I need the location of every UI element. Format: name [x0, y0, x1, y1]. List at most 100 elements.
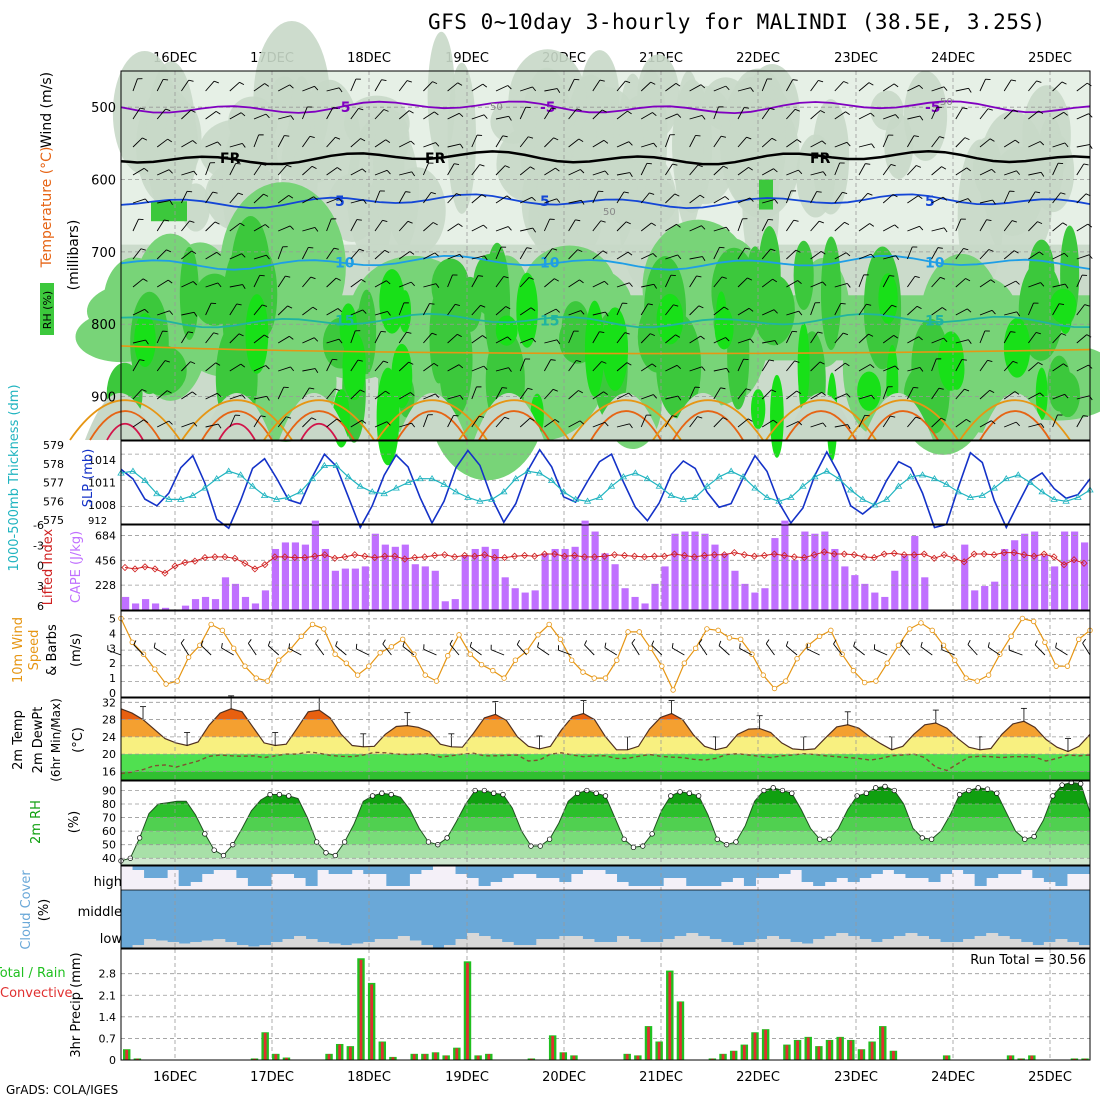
cloud-high-bar [870, 866, 883, 874]
wind-barb [447, 112, 460, 120]
panel-slp-thickness [120, 440, 1091, 525]
wind-barb [761, 359, 770, 372]
wind-barb [1035, 191, 1041, 194]
wind-barb [653, 284, 658, 289]
panel-10m-wind [120, 610, 1091, 698]
wind-barb [907, 84, 920, 92]
rh-marker [975, 785, 981, 791]
cape-bar [201, 596, 210, 610]
cape-bar [131, 603, 140, 610]
cloud-high-bar [201, 866, 214, 874]
wind-barb [931, 227, 945, 232]
cloud-high-bar [501, 866, 514, 878]
wind-barb [214, 221, 220, 225]
cape-bar [331, 570, 339, 610]
wind-barb [302, 136, 311, 148]
lifted-index-marker [540, 550, 549, 558]
temp-tick-label: 32 [102, 696, 116, 709]
cape-bar [291, 542, 300, 610]
lifted-index-marker [640, 553, 649, 561]
lifted-index-marker [770, 550, 778, 558]
wind-barb [471, 335, 483, 344]
wind-barb [892, 194, 898, 198]
bottom-day-label: 16DEC [153, 1070, 197, 1085]
wind-barb [697, 416, 703, 419]
wind-barb [314, 368, 319, 374]
wind-barb [288, 194, 294, 199]
lifted-index-marker [730, 549, 738, 557]
wind-barb [786, 360, 795, 372]
wind-barb [1027, 302, 1034, 316]
wind-barb [822, 422, 827, 428]
wind-barb [398, 80, 408, 92]
cloud-high-bar [478, 866, 491, 886]
lifted-index-marker [261, 561, 269, 569]
wind-barb [181, 109, 192, 120]
wind-barb [495, 195, 508, 204]
surface-wind-barb [785, 641, 789, 647]
cloud-high-bar [409, 866, 422, 874]
wind-barb [544, 389, 554, 400]
wind-barb [858, 274, 865, 288]
wind-barb [301, 247, 309, 260]
wind-barb [916, 305, 922, 309]
lifted-index-marker [1070, 556, 1078, 564]
rh-marker [873, 785, 879, 791]
rh-marker [574, 790, 581, 796]
precip-convective-bar [1019, 1058, 1023, 1060]
cape-bar [751, 592, 759, 610]
cape-bar [881, 596, 889, 610]
wind-barb [434, 252, 439, 257]
wind-barb [817, 331, 823, 334]
wind-barb [264, 334, 269, 338]
wind-barb [217, 282, 222, 288]
wind-barb [665, 163, 673, 176]
wind-barb [166, 390, 172, 394]
wind-barb [907, 416, 917, 428]
wind-barb [915, 416, 921, 420]
lifted-index-marker [251, 565, 259, 573]
wind-speed-marker [1030, 618, 1037, 625]
cloud-low-bar [617, 936, 630, 948]
wind-barb [672, 163, 678, 166]
wind-barb [235, 162, 241, 165]
surface-wind-barb [920, 641, 923, 647]
wind-barb [380, 330, 386, 333]
wind-barb [132, 137, 143, 148]
surface-wind-barb [920, 646, 933, 656]
wind-barb [858, 223, 870, 232]
rh-band [121, 831, 1090, 845]
precip-convective-bar [764, 1029, 768, 1060]
cloud-low-bar [155, 940, 168, 948]
wind-barb [495, 306, 507, 316]
wind-barb [519, 247, 528, 260]
rh-area [937, 331, 964, 391]
wind-speed-marker [647, 645, 654, 651]
wind-barb [1052, 111, 1064, 120]
cloud-high-bar [513, 866, 526, 874]
wind-barb [142, 278, 148, 282]
lifted-index-marker [181, 558, 189, 567]
cloud-low-bar [478, 936, 491, 948]
wind-barb [188, 331, 194, 334]
cloud-high-bar [951, 866, 964, 870]
rh-marker [593, 790, 599, 796]
cloud-low-bar [340, 945, 353, 948]
cloud-low-bar [224, 942, 237, 948]
wind-barb [528, 136, 534, 139]
wind-barb [794, 108, 800, 112]
surface-wind-barb [449, 643, 460, 656]
wind-barb [326, 247, 335, 260]
lifted-index-marker [501, 554, 509, 562]
wind-barb [495, 246, 502, 260]
thickness-marker [500, 488, 508, 495]
wind-barb [794, 360, 800, 363]
lifted-index-marker [650, 552, 659, 560]
wind-barb [773, 309, 778, 314]
rh-area [793, 240, 814, 311]
wind-barb [191, 250, 197, 254]
wind-barb [532, 338, 537, 343]
surface-wind-barb [180, 638, 185, 644]
wind-barb [578, 390, 584, 394]
wind-barb [398, 140, 411, 148]
